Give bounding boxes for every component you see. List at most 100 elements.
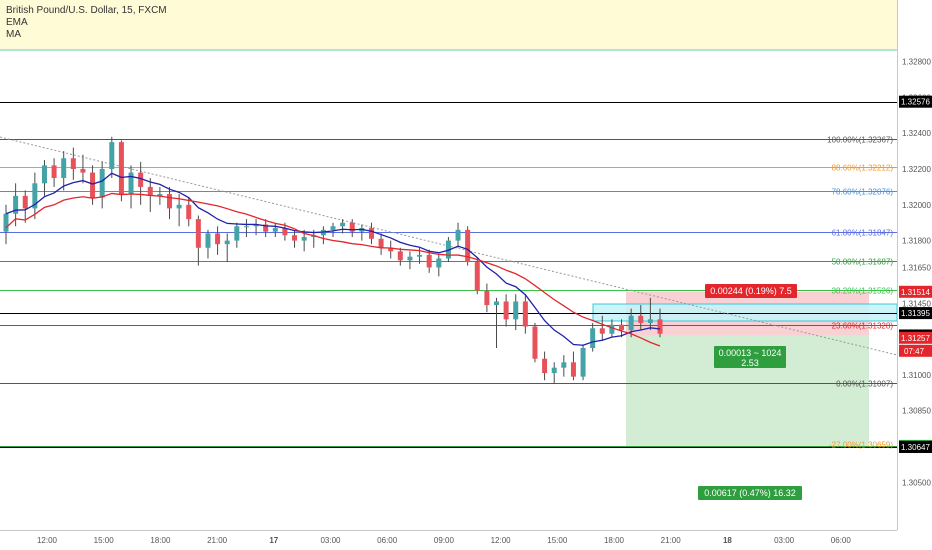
candle-up[interactable] — [647, 319, 653, 323]
time-tick-label: 18:00 — [150, 536, 171, 545]
candle-down[interactable] — [282, 228, 288, 236]
candle-up[interactable] — [417, 254, 423, 257]
candle-down[interactable] — [426, 254, 432, 268]
price-tag-label: 1.31395 — [901, 309, 930, 318]
fib-level-label: 61.80%(1.31847) — [832, 229, 894, 238]
candle-up[interactable] — [61, 158, 67, 178]
candle-down[interactable] — [70, 158, 76, 169]
candle-down[interactable] — [80, 169, 86, 173]
chart-legend: British Pound/U.S. Dollar, 15, FXCM EMA … — [6, 5, 167, 41]
price-tag-label: 1.31257 — [901, 334, 930, 343]
candle-down[interactable] — [263, 224, 269, 232]
candle-up[interactable] — [580, 348, 586, 377]
candle-down[interactable] — [195, 219, 201, 248]
candle-down[interactable] — [388, 247, 394, 252]
price-tick-label: 1.32800 — [902, 58, 931, 67]
candle-down[interactable] — [186, 204, 192, 220]
price-tag — [899, 307, 932, 320]
candle-up[interactable] — [234, 226, 240, 241]
candle-down[interactable] — [147, 186, 153, 196]
price-tick-label: 1.31650 — [902, 263, 931, 272]
price-tick-label: 1.31000 — [902, 371, 931, 380]
candle-up[interactable] — [13, 195, 19, 214]
candle-down[interactable] — [474, 262, 480, 291]
price-tag — [899, 440, 932, 453]
candle-up[interactable] — [224, 240, 230, 245]
candle-down[interactable] — [51, 165, 57, 178]
candle-up[interactable] — [128, 172, 134, 195]
candle-up[interactable] — [243, 226, 249, 228]
indicator-ma-label[interactable]: MA — [6, 29, 21, 40]
candle-up[interactable] — [272, 228, 278, 232]
time-tick-label: 06:00 — [377, 536, 398, 545]
candle-down[interactable] — [532, 326, 538, 359]
time-tick-label: 03:00 — [320, 536, 341, 545]
candle-up[interactable] — [253, 224, 259, 227]
price-tag — [899, 331, 932, 344]
candle-up[interactable] — [551, 367, 557, 374]
candle-down[interactable] — [368, 228, 374, 239]
candle-up[interactable] — [99, 169, 105, 198]
candle-up[interactable] — [330, 226, 336, 230]
countdown-tag — [899, 344, 932, 357]
candle-down[interactable] — [90, 172, 96, 198]
candle-up[interactable] — [436, 258, 442, 268]
candle-up[interactable] — [513, 301, 519, 320]
candle-down[interactable] — [118, 142, 124, 195]
candle-up[interactable] — [561, 362, 567, 368]
candle-down[interactable] — [638, 315, 644, 323]
candle-up[interactable] — [340, 222, 346, 227]
candle-up[interactable] — [494, 301, 499, 306]
candle-up[interactable] — [301, 237, 307, 241]
candle-down[interactable] — [657, 319, 663, 334]
candle-down[interactable] — [599, 328, 605, 334]
candle-down[interactable] — [349, 222, 355, 232]
candle-up[interactable] — [109, 142, 115, 169]
time-tick-label: 03:00 — [774, 536, 795, 545]
price-tick-label: 1.30850 — [902, 407, 931, 416]
candle-up[interactable] — [3, 213, 9, 232]
price-tick-label: 1.32400 — [902, 129, 931, 138]
candle-up[interactable] — [590, 328, 596, 348]
candle-down[interactable] — [292, 235, 298, 241]
candle-up[interactable] — [157, 194, 163, 196]
reward-label-box — [698, 486, 802, 500]
time-tick-label: 12:00 — [491, 536, 512, 545]
candle-down[interactable] — [397, 251, 403, 261]
candle-down[interactable] — [619, 324, 625, 331]
position-info-box — [714, 346, 786, 368]
position-info-line2: 2.53 — [741, 358, 759, 368]
candle-up[interactable] — [609, 324, 615, 334]
candle-up[interactable] — [407, 256, 413, 261]
price-tag-label: 1.31514 — [901, 288, 930, 297]
candle-up[interactable] — [176, 204, 182, 209]
time-tick-label: 09:00 — [434, 536, 455, 545]
candle-down[interactable] — [167, 194, 172, 209]
candle-down[interactable] — [503, 301, 509, 320]
candle-down[interactable] — [22, 195, 28, 209]
candle-down[interactable] — [215, 233, 221, 245]
ma-line[interactable] — [5, 192, 661, 347]
candle-up[interactable] — [205, 233, 211, 248]
candle-down[interactable] — [542, 358, 548, 374]
candle-down[interactable] — [138, 172, 144, 187]
candle-up[interactable] — [445, 240, 451, 259]
fib-level-label: 78.60%(1.32076) — [832, 188, 894, 197]
reward-label: 0.00617 (0.47%) 16.32 — [704, 488, 796, 498]
candle-down[interactable] — [570, 362, 576, 377]
fib-level-label: 0.00%(1.31007) — [836, 380, 893, 389]
ema-line[interactable] — [5, 172, 661, 346]
candle-up[interactable] — [628, 315, 634, 331]
candle-up[interactable] — [32, 183, 38, 209]
price-tick-label: 1.30500 — [902, 478, 931, 487]
candle-down[interactable] — [378, 238, 384, 248]
candle-down[interactable] — [465, 229, 471, 263]
price-tick-label: 1.32000 — [902, 201, 931, 210]
candle-down[interactable] — [484, 290, 490, 306]
indicator-ema-label[interactable]: EMA — [6, 17, 28, 28]
candle-up[interactable] — [41, 165, 47, 184]
candle-up[interactable] — [455, 229, 461, 241]
candle-down[interactable] — [522, 301, 528, 327]
